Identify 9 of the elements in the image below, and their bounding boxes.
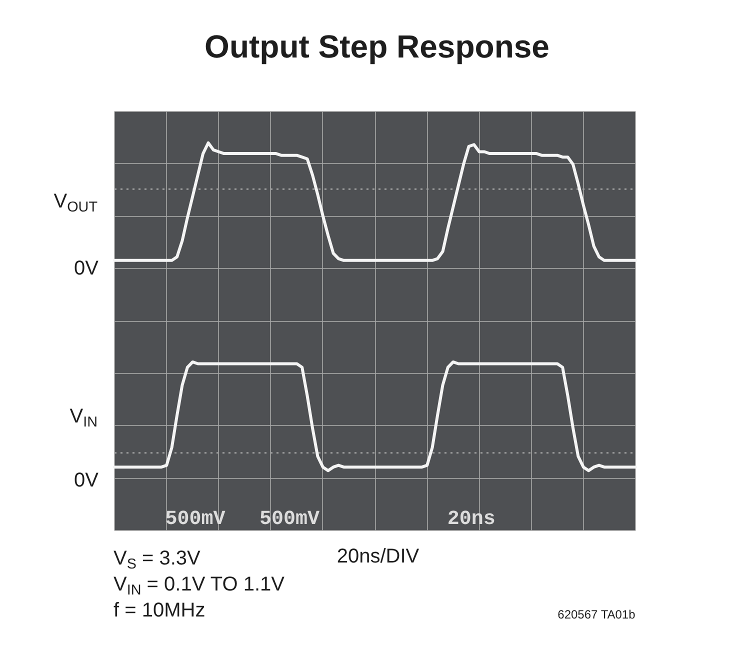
text: 20ns xyxy=(447,508,496,531)
x-axis-title: 20ns/DIV xyxy=(336,546,420,568)
text: 0V xyxy=(74,470,100,492)
text: 500mV xyxy=(260,508,320,531)
chart-title: Output Step Response xyxy=(204,28,550,64)
text: 0V xyxy=(74,258,100,280)
text: f = 10MHz xyxy=(114,600,206,622)
text: 500mV xyxy=(165,508,226,531)
text: 620567 TA01b xyxy=(558,608,636,622)
